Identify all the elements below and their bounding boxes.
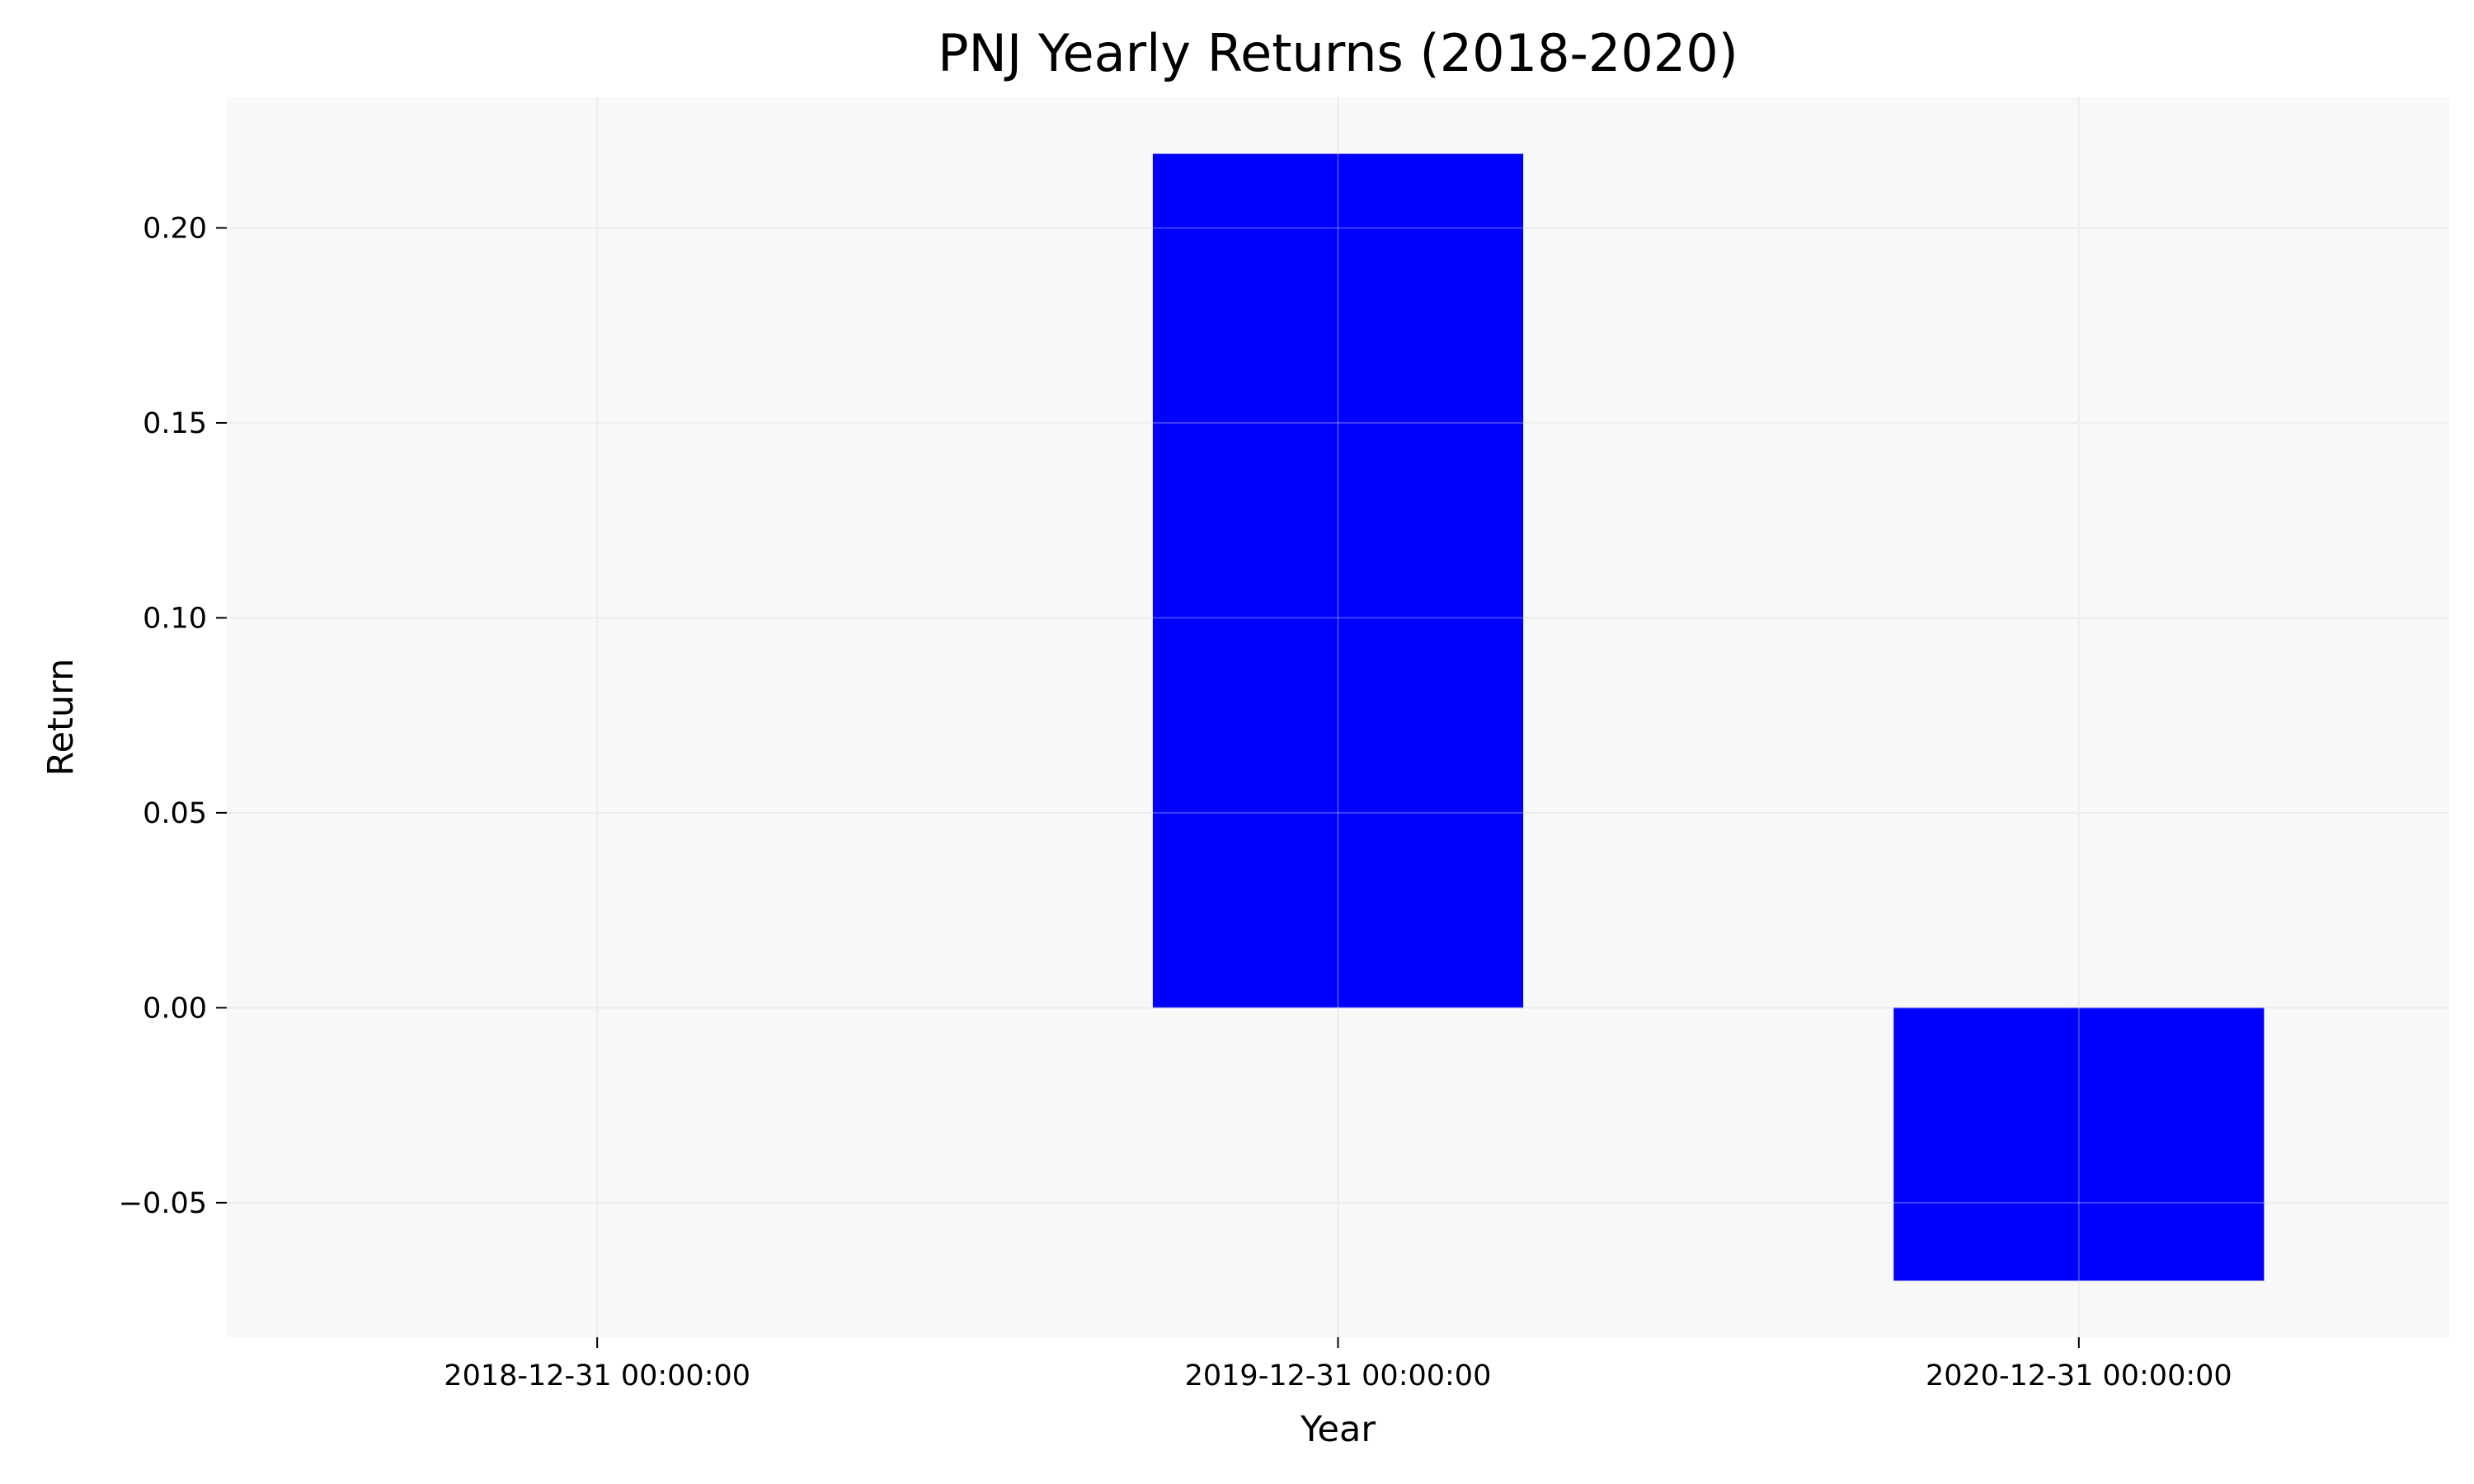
bar xyxy=(1152,153,1524,1008)
x-axis-ticks: 2018-12-31 00:00:00 2019-12-31 00:00:00 20… xyxy=(444,1337,2232,1392)
y-tick-label: −0.05 xyxy=(119,1187,207,1220)
x-tick-label: 2018-12-31 00:00:00 xyxy=(444,1360,750,1392)
x-tick-label: 2020-12-31 00:00:00 xyxy=(1926,1360,2232,1392)
bar xyxy=(1893,1007,2265,1281)
y-axis-ticks: −0.05 0.00 0.05 0.10 0.15 0.20 xyxy=(119,212,227,1220)
y-tick-label: 0.10 xyxy=(143,602,207,635)
y-axis-label: Return xyxy=(40,659,82,777)
grid-overlay xyxy=(227,97,2449,1337)
y-tick-label: 0.00 xyxy=(143,992,207,1025)
y-tick-label: 0.05 xyxy=(143,797,207,830)
bars xyxy=(1152,153,2265,1281)
chart-title: PNJ Yearly Returns (2018-2020) xyxy=(938,23,1738,83)
x-axis-label: Year xyxy=(1300,1409,1376,1450)
y-tick-label: 0.20 xyxy=(143,212,207,245)
x-tick-label: 2019-12-31 00:00:00 xyxy=(1185,1360,1492,1392)
y-tick-label: 0.15 xyxy=(143,407,207,440)
